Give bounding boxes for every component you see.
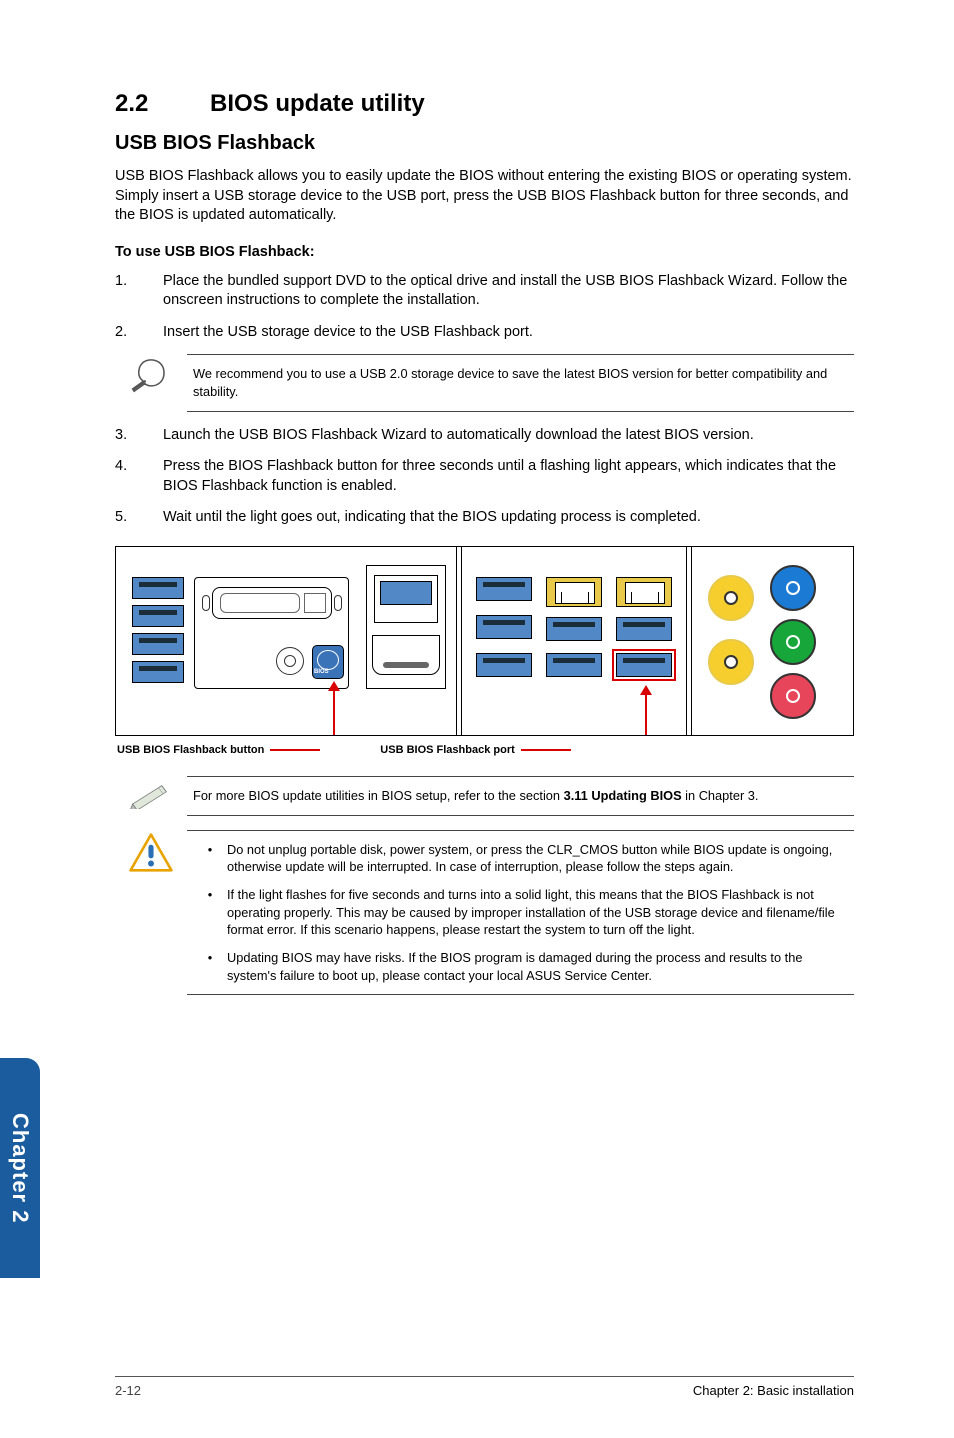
step-text: Place the bundled support DVD to the opt… [163,272,854,311]
section-heading: 2.2BIOS update utility [115,90,854,118]
step-text: Press the BIOS Flashback button for thre… [163,457,854,496]
warning-item: Updating BIOS may have risks. If the BIO… [227,949,848,984]
note-usb20: We recommend you to use a USB 2.0 storag… [115,354,854,411]
step-3: 3. Launch the USB BIOS Flashback Wizard … [115,426,854,446]
note-body: For more BIOS update utilities in BIOS s… [187,776,854,816]
step-5: 5. Wait until the light goes out, indica… [115,508,854,528]
note-more-bios: For more BIOS update utilities in BIOS s… [115,776,854,816]
page-footer: 2-12 Chapter 2: Basic installation [115,1376,854,1398]
warning-icon [115,830,187,873]
flashback-button-label: USB BIOS Flashback button [117,744,264,756]
chapter-side-tab: Chapter 2 [0,1058,40,1278]
procedure-label: To use USB BIOS Flashback: [115,244,854,260]
step-2: 2. Insert the USB storage device to the … [115,323,854,343]
step-text: Launch the USB BIOS Flashback Wizard to … [163,426,854,446]
note-text-bold: 3.11 Updating BIOS [564,788,682,803]
magnifier-icon [115,354,187,393]
diagram-labels: USB BIOS Flashback button USB BIOS Flash… [115,744,854,756]
warning-body: •Do not unplug portable disk, power syst… [187,830,854,996]
subheading: USB BIOS Flashback [115,132,854,155]
section-number: 2.2 [115,90,210,118]
pencil-icon [115,776,187,809]
io-panel-diagram: BIOS [115,546,854,736]
flashback-port-label: USB BIOS Flashback port [380,744,514,756]
step-number: 5. [115,508,163,528]
step-text: Insert the USB storage device to the USB… [163,323,854,343]
step-4: 4. Press the BIOS Flashback button for t… [115,457,854,496]
step-number: 3. [115,426,163,446]
step-number: 4. [115,457,163,496]
warning-item: Do not unplug portable disk, power syste… [227,841,848,876]
step-number: 1. [115,272,163,311]
step-number: 2. [115,323,163,343]
note-text-post: in Chapter 3. [682,788,759,803]
intro-paragraph: USB BIOS Flashback allows you to easily … [115,167,854,226]
step-text: Wait until the light goes out, indicatin… [163,508,854,528]
warning-block: •Do not unplug portable disk, power syst… [115,830,854,996]
note-body: We recommend you to use a USB 2.0 storag… [187,354,854,411]
page-number: 2-12 [115,1383,141,1398]
note-text-pre: For more BIOS update utilities in BIOS s… [193,788,564,803]
footer-chapter: Chapter 2: Basic installation [693,1383,854,1398]
step-1: 1. Place the bundled support DVD to the … [115,272,854,311]
warning-item: If the light flashes for five seconds an… [227,886,848,939]
section-title: BIOS update utility [210,90,425,117]
